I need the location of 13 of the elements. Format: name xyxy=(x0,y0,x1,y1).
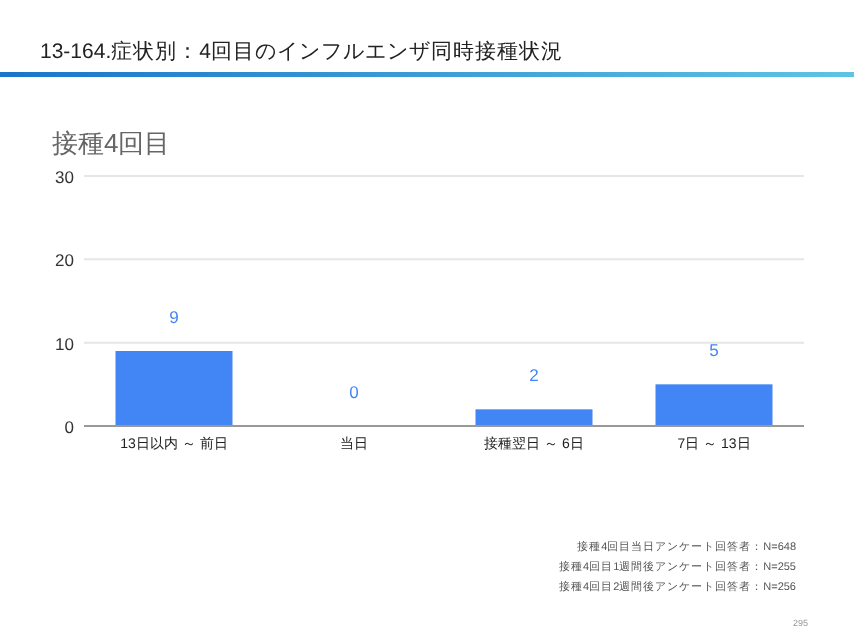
y-tick-label: 0 xyxy=(64,417,75,437)
data-label: 2 xyxy=(529,365,540,386)
bar xyxy=(655,384,773,426)
data-label: 9 xyxy=(169,307,180,327)
bar xyxy=(115,351,233,426)
data-label: 0 xyxy=(349,382,360,402)
bar xyxy=(475,409,593,426)
chart-subtitle: 接種4回目 xyxy=(52,128,171,158)
chart-title: 13-164.症状別：4回目のインフルエンザ同時接種状況 xyxy=(40,38,563,64)
data-label: 5 xyxy=(709,340,720,361)
y-tick-label: 10 xyxy=(55,333,75,354)
y-tick-label: 20 xyxy=(55,250,75,271)
y-tick-label: 30 xyxy=(55,167,75,187)
